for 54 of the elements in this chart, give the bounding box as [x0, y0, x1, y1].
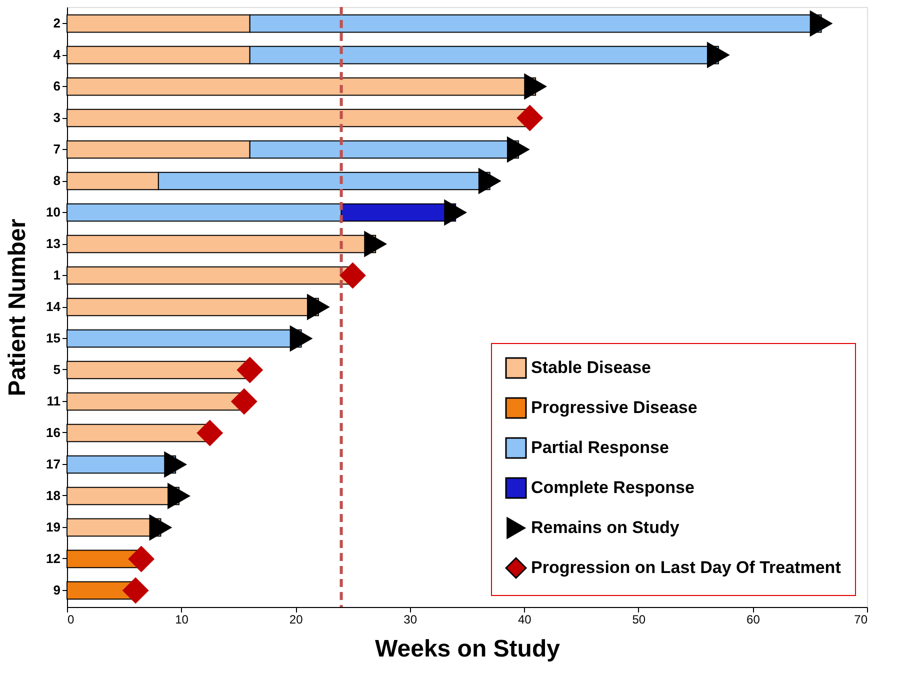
- y-tick-label: 1: [53, 268, 60, 283]
- point: [524, 73, 548, 100]
- legend-label: Complete Response: [531, 478, 694, 497]
- point: [236, 356, 264, 384]
- y-tick-label: 12: [46, 550, 60, 566]
- legend-label: Remains on Study: [531, 518, 680, 537]
- y-axis-title: Patient Number: [4, 218, 32, 396]
- legend-label: Progression on Last Day Of Treatment: [531, 558, 842, 577]
- x-axis-title: Weeks on Study: [375, 636, 561, 662]
- y-tick-label: 3: [53, 110, 60, 126]
- point: [230, 388, 258, 415]
- y-tick-label: 14: [46, 299, 62, 314]
- y-tick-label: 9: [53, 582, 60, 598]
- x-tick-label: 0: [68, 612, 74, 626]
- y-tick-label: 5: [53, 362, 60, 377]
- y-tick-label: 2: [53, 16, 60, 31]
- x-tick-label: 70: [854, 612, 868, 626]
- x-tick-label: 30: [404, 612, 418, 626]
- point: [306, 294, 330, 320]
- y-tick-label: 17: [46, 456, 60, 472]
- y-tick-label: 10: [46, 204, 60, 220]
- point: [128, 546, 155, 572]
- y-tick-label: 19: [46, 519, 60, 534]
- point: [706, 42, 730, 68]
- point: [444, 199, 468, 226]
- y-tick-label: 4: [53, 47, 62, 62]
- y-tick-label: 11: [46, 393, 60, 408]
- x-tick-label: 40: [518, 612, 532, 626]
- legend-label: Partial Response: [531, 438, 669, 457]
- x-tick-label: 60: [746, 612, 760, 626]
- point: [339, 262, 366, 289]
- legend-label: Progressive Disease: [531, 398, 698, 417]
- y-tick-label: 8: [53, 173, 60, 188]
- y-tick-label: 7: [53, 142, 60, 157]
- point: [149, 514, 172, 541]
- point: [478, 168, 502, 194]
- point: [122, 577, 149, 604]
- x-tick-label: 10: [175, 612, 189, 626]
- x-tick-label: 50: [632, 612, 646, 626]
- point: [364, 230, 388, 258]
- y-tick-label: 18: [46, 488, 60, 503]
- point: [516, 104, 544, 132]
- point: [810, 10, 833, 37]
- point: [196, 420, 224, 446]
- point: [290, 325, 313, 352]
- point: [164, 451, 188, 478]
- point: [506, 136, 530, 163]
- y-tick-label: 13: [46, 236, 60, 252]
- point: [168, 482, 190, 510]
- legend-label: Stable Disease: [531, 358, 652, 377]
- y-tick-label: 15: [46, 330, 60, 346]
- x-tick-label: 20: [289, 612, 304, 626]
- y-tick-label: 6: [53, 78, 60, 94]
- y-tick-label: 16: [46, 424, 60, 440]
